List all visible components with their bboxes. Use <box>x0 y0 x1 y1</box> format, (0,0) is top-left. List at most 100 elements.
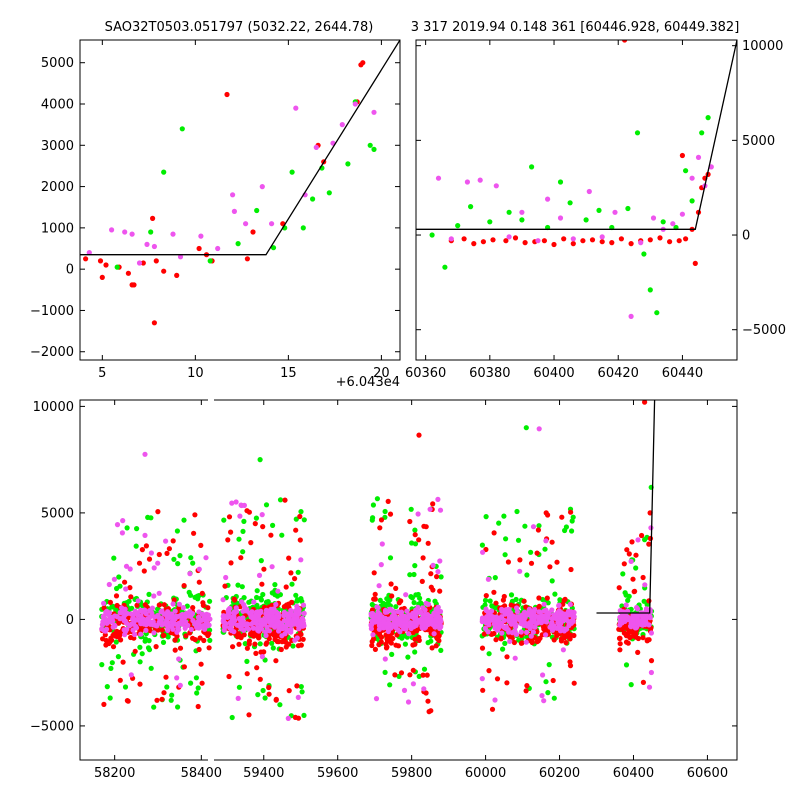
data-point-magenta <box>174 675 180 681</box>
data-point-magenta <box>499 621 505 627</box>
data-point-red <box>102 632 108 638</box>
data-point-magenta <box>259 184 265 190</box>
data-point-red <box>537 635 543 641</box>
data-point-magenta <box>102 628 109 634</box>
data-point-red <box>198 542 204 549</box>
data-point-red <box>628 241 634 247</box>
axes-frame <box>415 39 738 361</box>
data-point-red <box>616 585 622 591</box>
plot-area <box>99 400 656 722</box>
data-point-red <box>226 514 233 520</box>
data-point-magenta <box>200 623 206 629</box>
data-point-red <box>163 674 169 680</box>
data-point-magenta <box>203 555 209 561</box>
scatter-panel-bottom: 58200 58400 59400 59600 59800 60000 60200 60400… <box>30 399 738 781</box>
data-point-red <box>273 658 279 664</box>
data-point-red <box>567 632 573 638</box>
data-point-red <box>567 663 574 669</box>
data-point-magenta <box>557 625 563 631</box>
x-tick-label: 60380 <box>469 366 510 381</box>
data-point-red <box>295 715 302 721</box>
y-tick-label: 5000 <box>742 134 775 149</box>
data-point-magenta <box>109 614 115 620</box>
data-point-green <box>522 523 528 529</box>
data-point-magenta <box>523 639 529 645</box>
data-point-red <box>491 530 497 536</box>
data-point-magenta <box>521 620 527 626</box>
data-point-green <box>258 595 264 602</box>
data-point-green <box>235 582 241 588</box>
data-point-green <box>545 600 551 606</box>
data-point-red <box>244 256 250 262</box>
data-point-green <box>623 662 630 668</box>
data-point-green <box>529 164 535 170</box>
y-tick-label: 0 <box>66 263 74 278</box>
data-point-red <box>294 683 300 689</box>
data-point-magenta <box>155 560 161 566</box>
data-point-red <box>150 215 156 221</box>
data-point-green <box>109 660 115 666</box>
data-point-magenta <box>166 614 172 621</box>
data-point-red <box>378 517 385 523</box>
data-point-magenta <box>506 618 512 625</box>
data-point-red <box>617 647 623 653</box>
data-point-magenta <box>130 612 136 618</box>
data-point-green <box>99 662 105 668</box>
x-tick-label: 5 <box>98 366 106 381</box>
data-point-red <box>127 585 133 591</box>
data-point-red <box>172 637 178 643</box>
data-point-green <box>468 204 474 210</box>
data-point-red <box>256 635 262 641</box>
data-point-magenta <box>493 183 499 189</box>
data-point-magenta <box>284 627 290 633</box>
data-point-red <box>275 633 281 639</box>
data-point-red <box>416 637 422 644</box>
data-point-magenta <box>133 625 140 631</box>
data-point-magenta <box>138 631 144 637</box>
data-point-red <box>137 681 143 687</box>
axes-frame-left <box>79 399 208 761</box>
data-point-red <box>512 235 519 241</box>
data-point-magenta <box>185 622 191 629</box>
data-point-magenta <box>647 615 653 621</box>
data-point-magenta <box>376 626 382 632</box>
data-point-magenta <box>375 605 381 611</box>
data-point-red <box>159 627 165 633</box>
data-point-magenta <box>501 617 507 624</box>
data-point-green <box>126 598 132 604</box>
data-point-magenta <box>485 576 491 582</box>
data-point-magenta <box>411 615 418 621</box>
data-point-green <box>181 517 187 523</box>
data-point-green <box>596 207 602 213</box>
data-point-magenta <box>112 623 118 629</box>
data-point-red <box>154 697 160 703</box>
data-point-green <box>109 604 115 610</box>
data-point-magenta <box>122 632 128 638</box>
data-point-green <box>699 130 705 136</box>
data-point-magenta <box>231 208 237 214</box>
data-point-red <box>547 564 553 570</box>
y-tick-label: −1000 <box>30 304 74 319</box>
data-point-magenta <box>540 672 546 678</box>
data-point-red <box>396 600 402 606</box>
data-point-green <box>387 597 393 603</box>
data-point-red <box>113 633 119 639</box>
data-point-green <box>298 509 304 515</box>
data-point-green <box>236 684 242 690</box>
data-point-red <box>143 543 149 549</box>
data-point-red <box>228 560 234 566</box>
data-point-magenta <box>571 614 577 620</box>
data-point-red <box>181 664 187 670</box>
data-point-red <box>524 683 530 689</box>
data-point-red <box>561 236 567 242</box>
data-point-green <box>298 684 304 690</box>
data-point-green <box>277 702 283 708</box>
data-point-red <box>176 605 182 611</box>
data-point-magenta <box>242 604 248 610</box>
data-point-red <box>99 274 105 280</box>
data-point-magenta <box>570 236 576 242</box>
y-tick-label: 1000 <box>41 221 74 236</box>
data-point-magenta <box>417 618 423 624</box>
data-point-red <box>483 593 489 599</box>
data-point-red <box>631 589 637 595</box>
